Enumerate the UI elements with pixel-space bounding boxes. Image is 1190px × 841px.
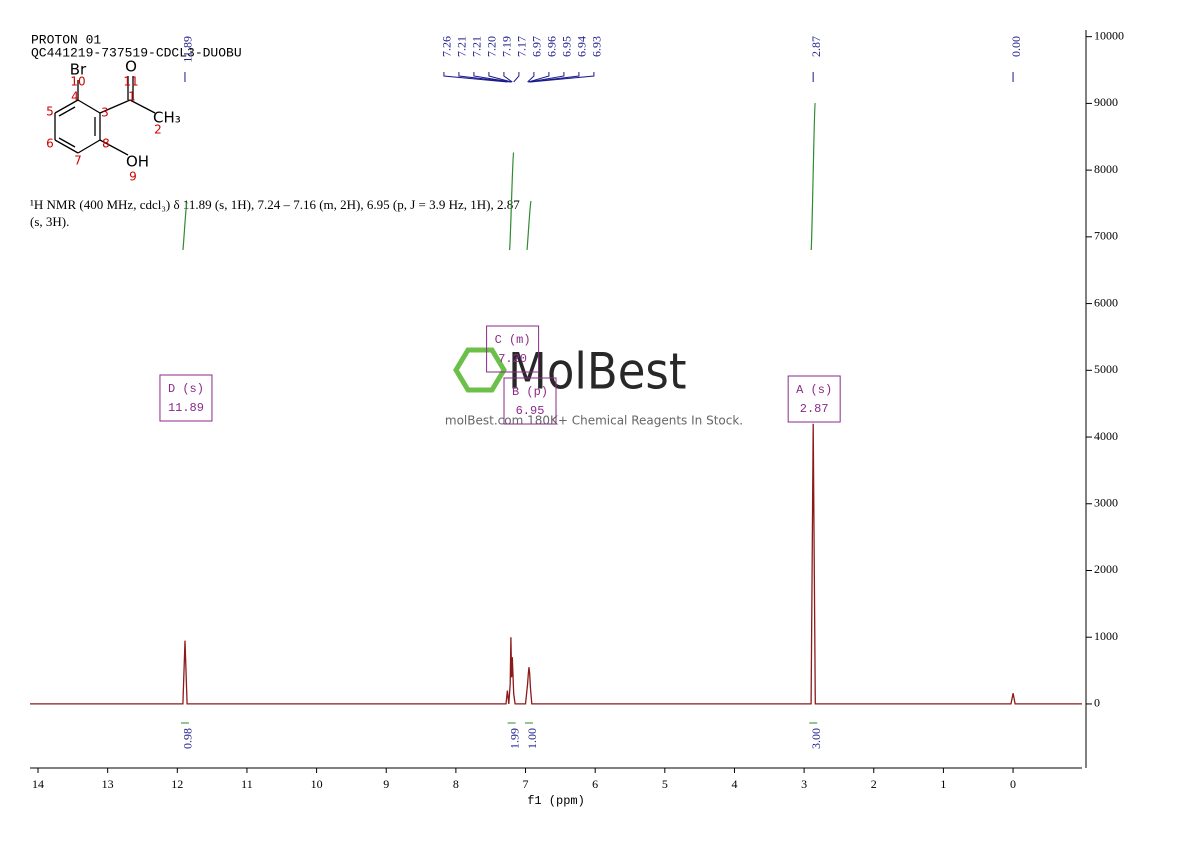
peak-leader: [458, 72, 511, 83]
integral-label: 3.00: [809, 728, 823, 749]
atom-number: 4: [71, 90, 79, 104]
atom-number: 8: [102, 137, 110, 151]
integral-curve: [182, 201, 188, 251]
peak-label: 6.96: [545, 36, 559, 57]
multiplet-box: [486, 325, 540, 373]
atom-number: 2: [154, 123, 162, 137]
peak-leader: [503, 72, 513, 83]
multiplet-shift: 7.20: [498, 352, 527, 366]
multiplet-shift: 2.87: [800, 402, 829, 416]
peak-leader: [529, 72, 580, 83]
header-line: PROTON 01: [31, 32, 101, 47]
x-tick-label: 5: [662, 777, 668, 791]
atom-number: 10: [70, 75, 85, 89]
integral-label: 1.99: [507, 728, 521, 749]
peak-label: 7.21: [470, 36, 484, 57]
peak-label: 6.94: [575, 36, 589, 57]
atom-number: 9: [129, 170, 137, 184]
x-tick-label: 10: [311, 777, 323, 791]
watermark-logo: [453, 347, 507, 393]
multiplet-box: [787, 375, 841, 423]
integral-curve: [526, 200, 532, 251]
peak-label: 7.21: [455, 36, 469, 57]
peak-leader: [473, 72, 511, 83]
atom-number: 11: [123, 75, 138, 89]
x-axis-label: f1 (ppm): [527, 794, 585, 808]
peak-leader: [528, 72, 565, 83]
atom: O: [125, 58, 137, 76]
peak-leader: [527, 72, 535, 83]
peak-label: 6.93: [590, 36, 604, 57]
y-tick-label: 8000: [1094, 162, 1118, 176]
y-tick-label: 6000: [1094, 295, 1118, 309]
atom-number: 3: [101, 106, 109, 120]
peak-label: 7.19: [500, 36, 514, 57]
peak-leader: [528, 72, 550, 83]
atom-number: 7: [74, 154, 82, 168]
integral-curve: [810, 102, 816, 251]
atom: CH₃: [153, 109, 181, 127]
multiplet-title: A (s): [796, 383, 832, 397]
x-tick-label: 1: [940, 777, 946, 791]
x-tick-label: 11: [241, 777, 253, 791]
multiplet-title: C (m): [495, 333, 531, 347]
integral-label: 0.98: [181, 728, 195, 749]
y-tick-label: 3000: [1094, 496, 1118, 510]
peak-leader: [443, 72, 508, 83]
x-tick-label: 14: [32, 777, 44, 791]
y-tick-label: 7000: [1094, 229, 1118, 243]
atom-number: 5: [46, 105, 54, 119]
x-tick-label: 7: [523, 777, 529, 791]
molecule: [54, 76, 156, 156]
peak-label: 6.95: [560, 36, 574, 57]
x-tick-label: 2: [871, 777, 877, 791]
multiplet-title: D (s): [168, 382, 204, 396]
x-tick-label: 3: [801, 777, 807, 791]
peak-label: 11.89: [181, 36, 195, 63]
x-tick-label: 8: [453, 777, 459, 791]
multiplet-shift: 6.95: [516, 404, 545, 418]
atom: Br: [70, 61, 87, 79]
multiplet-box: [159, 374, 213, 422]
y-tick-label: 2000: [1094, 562, 1118, 576]
peak-label: 7.17: [515, 36, 529, 57]
y-tick-label: 1000: [1094, 629, 1118, 643]
peak-leader: [488, 72, 512, 83]
x-tick-label: 13: [102, 777, 114, 791]
y-tick-label: 5000: [1094, 362, 1118, 376]
x-tick-label: 6: [592, 777, 598, 791]
peak-leader: [513, 72, 520, 83]
peak-label: 7.20: [485, 36, 499, 57]
y-tick-label: 9000: [1094, 95, 1118, 109]
peak-label: 7.26: [440, 36, 454, 57]
nmr-description: (s, 3H).: [30, 214, 69, 229]
y-tick-label: 4000: [1094, 429, 1118, 443]
peak-label: 2.87: [809, 36, 823, 57]
x-tick-label: 0: [1010, 777, 1016, 791]
nmr-description: ¹H NMR (400 MHz, cdcl₃) δ 11.89 (s, 1H),…: [30, 197, 520, 212]
y-tick-label: 10000: [1094, 28, 1124, 42]
peak-label: 6.97: [530, 36, 544, 57]
peak-leader: [530, 72, 595, 83]
multiplet-shift: 11.89: [168, 401, 204, 415]
header-line: QC441219-737519-CDCL3-DUOBU: [31, 45, 242, 60]
spectrum-line: [30, 423, 1082, 705]
integral-label: 1.00: [525, 728, 539, 749]
integral-curve: [509, 152, 515, 251]
x-tick-label: 12: [171, 777, 183, 791]
atom-number: 6: [46, 137, 54, 151]
watermark-tagline: molBest.com 180K+ Chemical Reagents In S…: [445, 414, 743, 428]
x-tick-label: 9: [383, 777, 389, 791]
multiplet-title: B (p): [512, 385, 548, 399]
x-tick-label: 4: [731, 777, 737, 791]
atom: OH: [126, 153, 149, 171]
y-tick-label: 0: [1094, 696, 1100, 710]
peak-label: 0.00: [1009, 36, 1023, 57]
atom-number: 1: [128, 90, 136, 104]
multiplet-box: [503, 377, 557, 425]
